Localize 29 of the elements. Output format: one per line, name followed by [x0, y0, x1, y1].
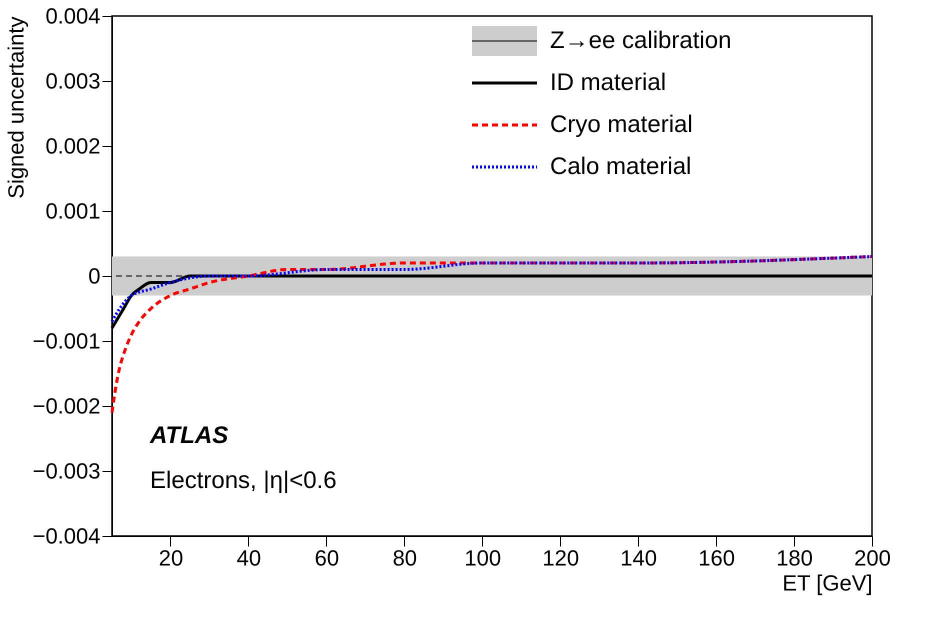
line-series	[110, 255, 874, 323]
legend-label: Calo material	[550, 153, 692, 180]
x-tick-label: 100	[464, 546, 502, 570]
y-tick-label: 0	[88, 264, 100, 288]
y-axis-title: Signed uncertainty	[4, 16, 29, 199]
y-tick-label: 0.001	[45, 198, 100, 224]
x-tick-label: 180	[776, 546, 813, 570]
x-tick-label: 140	[620, 546, 658, 570]
y-tick-label: −0.001	[32, 328, 100, 354]
legend-label: Cryo material	[550, 111, 693, 138]
legend-label: Z→ee calibration	[550, 27, 732, 54]
x-tick-label: 120	[542, 546, 580, 570]
annotation: Electrons, |η|<0.6	[150, 467, 337, 494]
y-tick-label: −0.003	[32, 458, 100, 484]
legend-label: ID material	[550, 69, 666, 96]
x-tick-label: 80	[392, 546, 418, 570]
y-tick-label: 0.004	[45, 4, 100, 28]
y-tick-label: −0.002	[32, 394, 100, 418]
x-tick-label: 200	[854, 546, 891, 570]
y-tick-label: −0.004	[32, 524, 100, 548]
x-tick-label: 60	[314, 546, 340, 570]
annotation: ATLAS	[149, 422, 228, 449]
y-tick-label: 0.002	[45, 134, 100, 158]
x-tick-label: 20	[158, 546, 184, 570]
line-series	[110, 255, 874, 414]
x-tick-label: 40	[236, 546, 262, 570]
x-axis-title: ET [GeV]	[782, 570, 872, 596]
x-tick-label: 160	[698, 546, 735, 570]
y-tick-label: 0.003	[45, 68, 100, 94]
